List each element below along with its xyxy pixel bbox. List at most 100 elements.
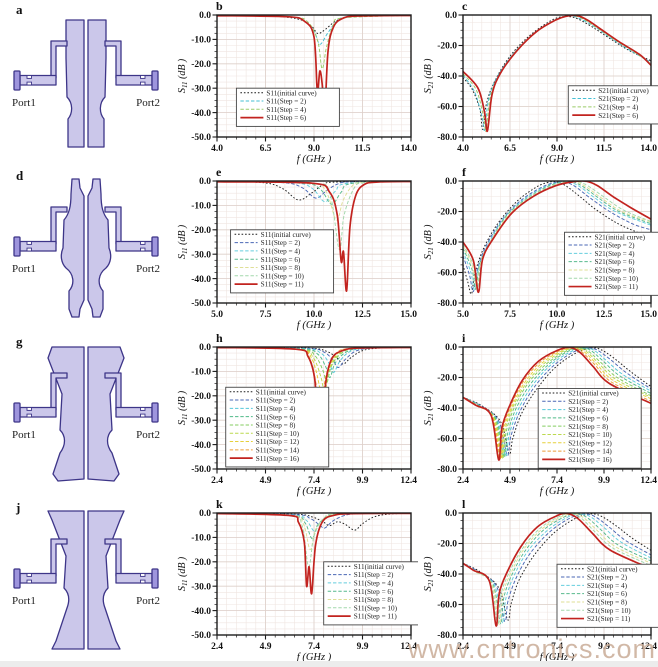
series-curve xyxy=(463,513,651,627)
feed-notch xyxy=(26,573,32,577)
series-curve xyxy=(217,513,411,529)
x-tick-label: 2.4 xyxy=(211,476,223,486)
structure-panel-g: g Port1 Port2 xyxy=(0,332,172,498)
structure-left-half xyxy=(13,510,85,650)
structure-panel-d: d Port1 Port2 xyxy=(0,166,172,332)
figure-row-3: g Port1 Port2 2.4 4.9 7.4 9.9 12.4 0.0 -10.0 -2… xyxy=(0,332,658,498)
x-tick-label: 4.0 xyxy=(457,144,469,154)
x-tick-label: 2.4 xyxy=(457,476,469,486)
legend-label: S21(Step = 6) xyxy=(568,414,609,422)
legend-box xyxy=(323,561,418,626)
port-connector xyxy=(151,236,159,257)
y-axis-label: S11 (dB ) xyxy=(177,58,189,93)
legend-box xyxy=(230,229,335,294)
legend-label: S11(Step = 11) xyxy=(261,281,305,289)
x-tick-label: 15.0 xyxy=(640,310,657,320)
legend-label: S11(initial curve) xyxy=(261,231,312,239)
y-tick-label: 0.0 xyxy=(445,177,457,187)
chart-c-svg: 4.0 6.5 9.0 11.5 14.0 0.0 -20.0 -40.0 -60.0 -80.0… xyxy=(423,0,658,165)
series-curve xyxy=(463,181,651,294)
x-axis-label: f (GHz ) xyxy=(297,154,332,165)
x-tick-label: 11.5 xyxy=(354,144,370,154)
y-tick-label: -50.0 xyxy=(191,299,211,309)
x-tick-label: 2.4 xyxy=(211,642,223,652)
bottom-strip xyxy=(0,661,658,667)
x-tick-label: 5.0 xyxy=(211,310,223,320)
x-tick-label: 7.4 xyxy=(551,476,563,486)
chart-h-svg: 2.4 4.9 7.4 9.9 12.4 0.0 -10.0 -20.0 -30.0 -40.0 -… xyxy=(177,332,417,497)
x-tick-label: 12.5 xyxy=(354,310,371,320)
port2-label: Port2 xyxy=(136,97,160,109)
chart-panel-letter: c xyxy=(462,0,468,13)
port1-label: Port1 xyxy=(12,263,36,275)
feed-notch xyxy=(140,241,146,245)
feed-line xyxy=(115,406,153,418)
x-tick-label: 7.4 xyxy=(308,642,320,652)
structure-g-diagram: Port1 Port2 xyxy=(12,346,160,482)
legend-box xyxy=(235,87,340,127)
feed-line xyxy=(19,74,57,86)
feed-notch xyxy=(140,407,146,411)
y-tick-label: 0.0 xyxy=(199,11,211,21)
legend-label: S11(Step = 4) xyxy=(354,580,394,588)
x-tick-label: 4.9 xyxy=(504,642,516,652)
structure-left-half xyxy=(13,19,85,148)
series-curve xyxy=(463,15,651,130)
x-tick-label: 7.5 xyxy=(260,310,272,320)
structure-panel-a: a Port1 Port2 xyxy=(0,0,172,166)
structure-a-diagram: Port1 Port2 xyxy=(12,19,160,148)
y-tick-label: 0.0 xyxy=(199,509,211,519)
feed-line xyxy=(19,240,57,252)
x-axis-label: f (GHz ) xyxy=(297,652,332,663)
series-curve xyxy=(463,15,651,133)
legend-label: S11(Step = 10) xyxy=(261,272,305,280)
x-tick-label: 12.4 xyxy=(640,642,657,652)
feed-line xyxy=(115,572,153,584)
y-tick-label: -10.0 xyxy=(191,36,211,46)
legend-label: S11(Step = 12) xyxy=(256,438,300,446)
y-tick-label: -20.0 xyxy=(437,540,457,550)
legend-label: S11(Step = 6) xyxy=(354,588,394,596)
x-axis-label: f (GHz ) xyxy=(297,486,332,497)
x-tick-label: 10.0 xyxy=(549,310,566,320)
legend-label: S11(Step = 8) xyxy=(354,596,394,604)
x-tick-label: 12.4 xyxy=(400,476,417,486)
legend-label: S11(Step = 4) xyxy=(256,405,296,413)
chart-i-svg: 2.4 4.9 7.4 9.9 12.4 0.0 -20.0 -40.0 -60.0 -80.0 i… xyxy=(423,332,657,497)
series-curve xyxy=(217,513,411,531)
x-tick-label: 6.5 xyxy=(260,144,272,154)
x-tick-label: 9.9 xyxy=(357,476,369,486)
y-tick-label: -60.0 xyxy=(437,601,457,611)
panel-label-g: g xyxy=(16,334,23,349)
chart-panel-letter: l xyxy=(462,498,466,511)
legend-label: S21(initial curve) xyxy=(568,390,619,398)
panel-label-d: d xyxy=(16,168,24,183)
resonator-strip xyxy=(87,510,125,650)
feed-notch xyxy=(140,579,146,584)
port2-label: Port2 xyxy=(136,429,160,441)
y-axis-label: S21 (dB ) xyxy=(423,58,435,94)
chart-panel-l: 2.4 4.9 7.4 9.9 12.4 0.0 -20.0 -40.0 -60.0 -80.0 l… xyxy=(418,498,658,664)
feed-notch xyxy=(26,241,32,245)
y-tick-label: -20.0 xyxy=(191,558,211,568)
chart-l-svg: 2.4 4.9 7.4 9.9 12.4 0.0 -20.0 -40.0 -60.0 -80.0 l… xyxy=(423,498,658,663)
chart-panel-letter: k xyxy=(216,498,223,511)
x-tick-label: 4.9 xyxy=(260,642,272,652)
x-axis-label: f (GHz ) xyxy=(540,320,575,331)
structure-left-half xyxy=(13,346,85,482)
y-tick-label: -30.0 xyxy=(191,250,211,260)
series-curve xyxy=(463,347,651,460)
series-curve xyxy=(463,181,651,293)
legend-box xyxy=(556,563,658,628)
chart-panel-letter: e xyxy=(216,166,222,179)
figure-row-4: j Port1 Port2 2.4 4.9 7.4 9.9 12.4 0.0 -10.0 -2… xyxy=(0,498,658,664)
port-connector xyxy=(13,70,21,91)
y-tick-label: -50.0 xyxy=(191,465,211,475)
series-curve xyxy=(463,347,651,459)
chart-f-svg: 5.0 7.5 10.0 12.5 15.0 0.0 -20.0 -40.0 -60.0 -80.… xyxy=(423,166,658,331)
coupling-arm xyxy=(50,40,68,79)
feed-notch xyxy=(26,81,32,86)
feed-notch xyxy=(140,413,146,418)
chart-panel-k: 2.4 4.9 7.4 9.9 12.4 0.0 -10.0 -20.0 -30.0 -40.0 -… xyxy=(172,498,418,664)
resonator-strip xyxy=(87,19,107,148)
